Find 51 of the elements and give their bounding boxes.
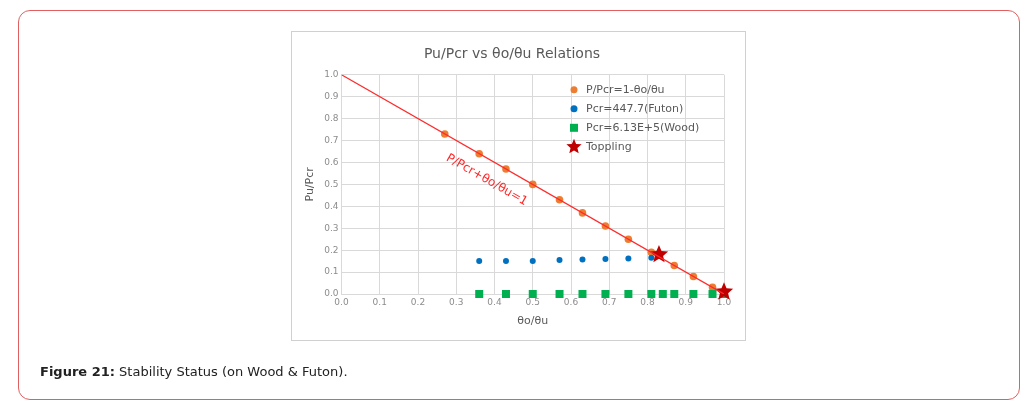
x-tick-label: 0.0 — [334, 296, 349, 307]
x-tick-label: 0.3 — [449, 296, 464, 307]
y-tick-label: 0.6 — [324, 156, 339, 167]
y-tick-label: 0.1 — [324, 266, 339, 277]
caption: Figure 21: Stability Status (on Wood & Futon). — [40, 364, 348, 379]
y-tick-label: 0.3 — [324, 222, 339, 233]
point — [658, 290, 667, 298]
y-tick-label: 0.8 — [324, 112, 339, 123]
x-tick-label: 0.9 — [678, 296, 694, 307]
x-tick-label: 0.7 — [602, 296, 617, 307]
point — [502, 258, 509, 265]
point — [647, 290, 656, 298]
y-tick-label: 1.0 — [324, 69, 339, 80]
legend-label: Pcr=447.7(Futon) — [586, 101, 684, 115]
y-tick-label: 0.4 — [324, 200, 339, 211]
point — [556, 257, 563, 264]
legend-label: Pcr=6.13E+5(Wood) — [586, 120, 700, 134]
x-tick-label: 0.2 — [410, 296, 426, 307]
point — [602, 255, 609, 262]
point — [501, 290, 510, 298]
point — [625, 255, 632, 262]
point — [648, 254, 655, 261]
point — [578, 290, 587, 298]
point — [714, 282, 734, 300]
x-tick-label: 0.5 — [525, 296, 540, 307]
y-tick-label: 0.9 — [324, 91, 339, 102]
point — [528, 290, 537, 298]
point — [689, 290, 698, 298]
y-tick-label: 0.7 — [324, 134, 339, 145]
point — [555, 290, 564, 298]
x-tick-label: 0.8 — [640, 296, 655, 307]
point — [624, 290, 633, 298]
point — [476, 258, 483, 265]
point — [601, 290, 610, 298]
point — [670, 290, 679, 298]
point — [579, 256, 586, 263]
point — [475, 290, 484, 298]
x-axis-title: θo/θu — [517, 314, 549, 328]
x-tick-label: 1.0 — [716, 296, 732, 307]
x-tick-label: 0.4 — [487, 296, 502, 307]
x-tick-label: 0.6 — [563, 296, 579, 307]
point — [529, 258, 536, 265]
legend-label: Toppling — [585, 139, 632, 153]
legend-label: P/Pcr=1-θo/θu — [586, 82, 665, 96]
y-axis-title: Pu/Pcr — [303, 166, 317, 202]
chart-title: Pu/Pcr vs θo/θu Relations — [423, 45, 601, 62]
point — [708, 290, 717, 298]
y-tick-label: 0.0 — [324, 288, 339, 299]
y-tick-label: 0.2 — [324, 244, 339, 255]
x-tick-label: 0.1 — [372, 296, 387, 307]
y-tick-label: 0.5 — [324, 178, 339, 189]
